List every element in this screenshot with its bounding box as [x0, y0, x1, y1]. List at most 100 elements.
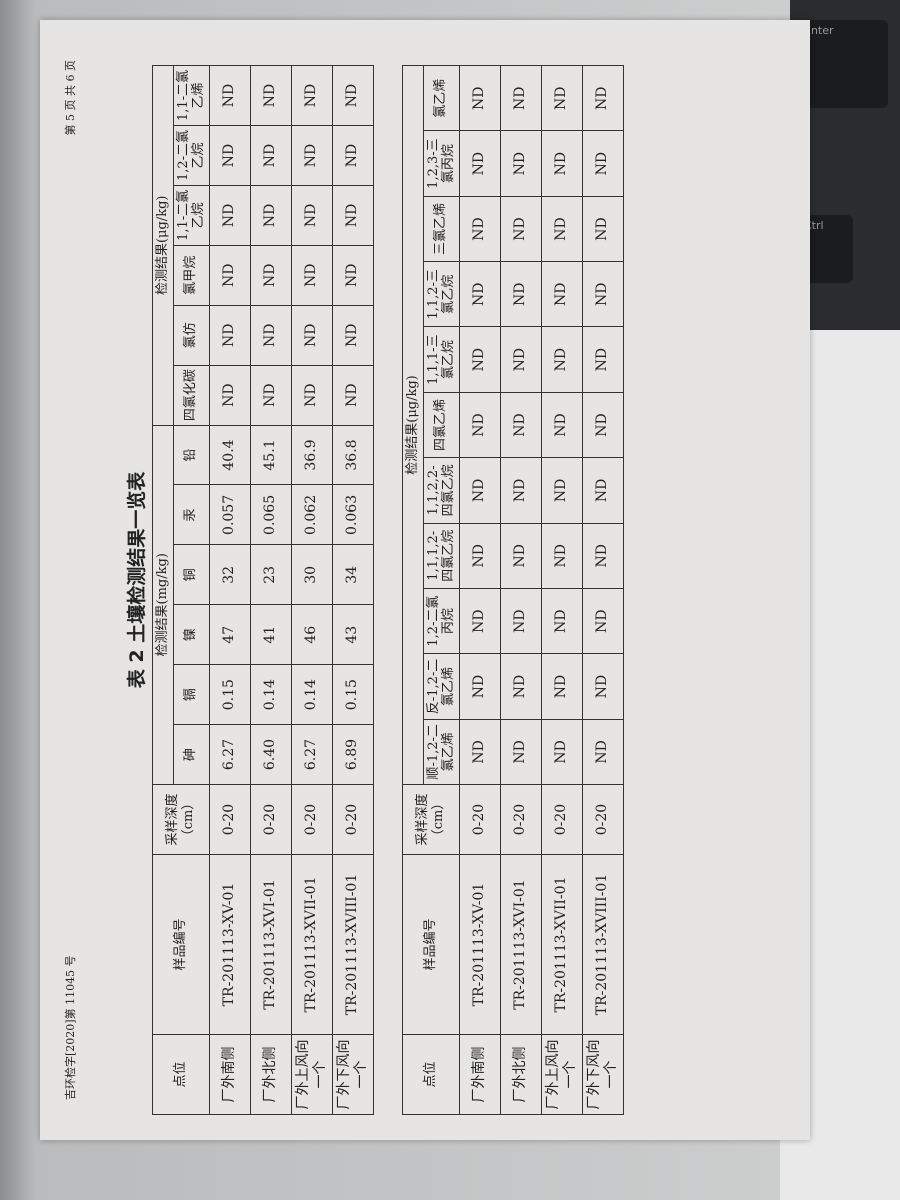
value-cell: 0.057 [209, 484, 251, 545]
value-cell: ND [459, 719, 501, 785]
value-cell: ND [291, 65, 333, 126]
value-cell: ND [332, 65, 374, 126]
depth-cell: 0-20 [250, 784, 292, 855]
site-cell: 厂外北侧 [250, 1034, 292, 1115]
value-cell: ND [582, 326, 624, 393]
value-cell: ND [500, 261, 542, 327]
table-title: 表 2 土壤检测结果一览表 [126, 471, 148, 689]
value-cell: ND [500, 392, 542, 458]
value-cell: ND [541, 326, 583, 393]
analyte-header: 四氯乙烯 [423, 392, 460, 458]
col-depth: 采样深度（cm） [402, 784, 460, 855]
group-ug: 检测结果(μg/kg) [402, 65, 424, 785]
value-cell: ND [582, 457, 624, 524]
value-cell: 0.15 [209, 664, 251, 725]
value-cell: ND [500, 653, 542, 720]
sample-id-cell: TR-201113-XVI-01 [250, 854, 292, 1035]
value-cell: ND [332, 125, 374, 186]
col-sample: 样品编号 [152, 854, 210, 1035]
value-cell: 46 [291, 604, 333, 665]
value-cell: ND [582, 130, 624, 197]
value-cell: 30 [291, 544, 333, 605]
value-cell: ND [291, 125, 333, 186]
depth-cell: 0-20 [459, 784, 501, 855]
value-cell: ND [209, 125, 251, 186]
value-cell: ND [582, 196, 624, 262]
value-cell: ND [459, 326, 501, 393]
value-cell: ND [459, 261, 501, 327]
site-cell: 厂外北侧 [500, 1034, 542, 1115]
value-cell: ND [250, 365, 292, 426]
value-cell: ND [541, 653, 583, 720]
col-depth: 采样深度（cm） [152, 784, 210, 855]
analyte-header: 镍 [173, 604, 210, 665]
value-cell: 40.4 [209, 425, 251, 485]
results-table-2: 点位 样品编号 采样深度（cm） 检测结果(μg/kg) 顺-1,2-二氯乙烯反… [402, 65, 624, 1115]
value-cell: ND [250, 125, 292, 186]
value-cell: 36.9 [291, 425, 333, 485]
value-cell: ND [209, 305, 251, 366]
value-cell: 36.8 [332, 425, 374, 485]
value-cell: ND [582, 392, 624, 458]
enter-key-label: Enter [804, 24, 834, 37]
value-cell: 45.1 [250, 425, 292, 485]
sample-id-cell: TR-201113-XVIII-01 [332, 854, 374, 1035]
value-cell: 0.15 [332, 664, 374, 725]
value-cell: ND [209, 185, 251, 246]
value-cell: 6.27 [291, 724, 333, 785]
analyte-header: 汞 [173, 484, 210, 545]
value-cell: ND [332, 365, 374, 426]
value-cell: 23 [250, 544, 292, 605]
sample-id-cell: TR-201113-XV-01 [209, 854, 251, 1035]
value-cell: ND [541, 196, 583, 262]
site-cell: 厂外下风向一个 [582, 1034, 624, 1115]
value-cell: ND [582, 261, 624, 327]
sample-id-cell: TR-201113-XVII-01 [541, 854, 583, 1035]
value-cell: ND [209, 245, 251, 306]
value-cell: ND [541, 261, 583, 327]
table-row: 厂外南侧 TR-201113-XV-01 0-20 ND ND ND ND ND ND ND ND N… [459, 65, 501, 1115]
col-sample: 样品编号 [402, 854, 460, 1035]
value-cell: ND [500, 326, 542, 393]
value-cell: ND [209, 65, 251, 126]
table-row: 厂外上风向一个 TR-201113-XVII-01 0-20 ND ND ND ND ND ND… [541, 65, 583, 1115]
value-cell: ND [332, 245, 374, 306]
value-cell: 0.14 [291, 664, 333, 725]
value-cell: 47 [209, 604, 251, 665]
table-row: 厂外北侧 TR-201113-XVI-01 0-20 ND ND ND ND ND ND ND ND… [500, 65, 542, 1115]
value-cell: ND [459, 65, 501, 131]
analyte-header: 1,2,3-三氯丙烷 [423, 130, 460, 197]
table-row: 厂外上风向一个 TR-201113-XVII-01 0-20 6.27 0.14 46 30… [291, 65, 333, 1115]
analyte-header: 1,2-二氯乙烷 [173, 125, 210, 186]
value-cell: 41 [250, 604, 292, 665]
analyte-header: 1,1-二氯乙烯 [173, 65, 210, 126]
value-cell: ND [500, 719, 542, 785]
value-cell: ND [291, 365, 333, 426]
value-cell: ND [459, 392, 501, 458]
value-cell: ND [291, 305, 333, 366]
value-cell: ND [459, 130, 501, 197]
enter-key: Enter [800, 20, 888, 108]
depth-cell: 0-20 [500, 784, 542, 855]
value-cell: ND [500, 65, 542, 131]
value-cell: ND [541, 130, 583, 197]
value-cell: ND [291, 185, 333, 246]
sample-id-cell: TR-201113-XVIII-01 [582, 854, 624, 1035]
page-info: 第 5 页 共 6 页 [64, 60, 77, 136]
value-cell: 6.27 [209, 724, 251, 785]
col-site: 点位 [152, 1034, 210, 1115]
value-cell: ND [500, 457, 542, 524]
col-site: 点位 [402, 1034, 460, 1115]
table-row: 厂外下风向一个 TR-201113-XVIII-01 0-20 ND ND ND ND ND N… [582, 65, 624, 1115]
document-page: 吉环检字[2020]第 11045 号 第 5 页 共 6 页 表 2 土壤检测… [40, 20, 810, 1140]
value-cell: ND [541, 65, 583, 131]
depth-cell: 0-20 [332, 784, 374, 855]
analyte-header: 砷 [173, 724, 210, 785]
value-cell: ND [291, 245, 333, 306]
value-cell: ND [250, 305, 292, 366]
value-cell: ND [541, 457, 583, 524]
analyte-header: 顺-1,2-二氯乙烯 [423, 719, 460, 785]
value-cell: 6.40 [250, 724, 292, 785]
value-cell: ND [332, 305, 374, 366]
analyte-header: 三氯乙烯 [423, 196, 460, 262]
